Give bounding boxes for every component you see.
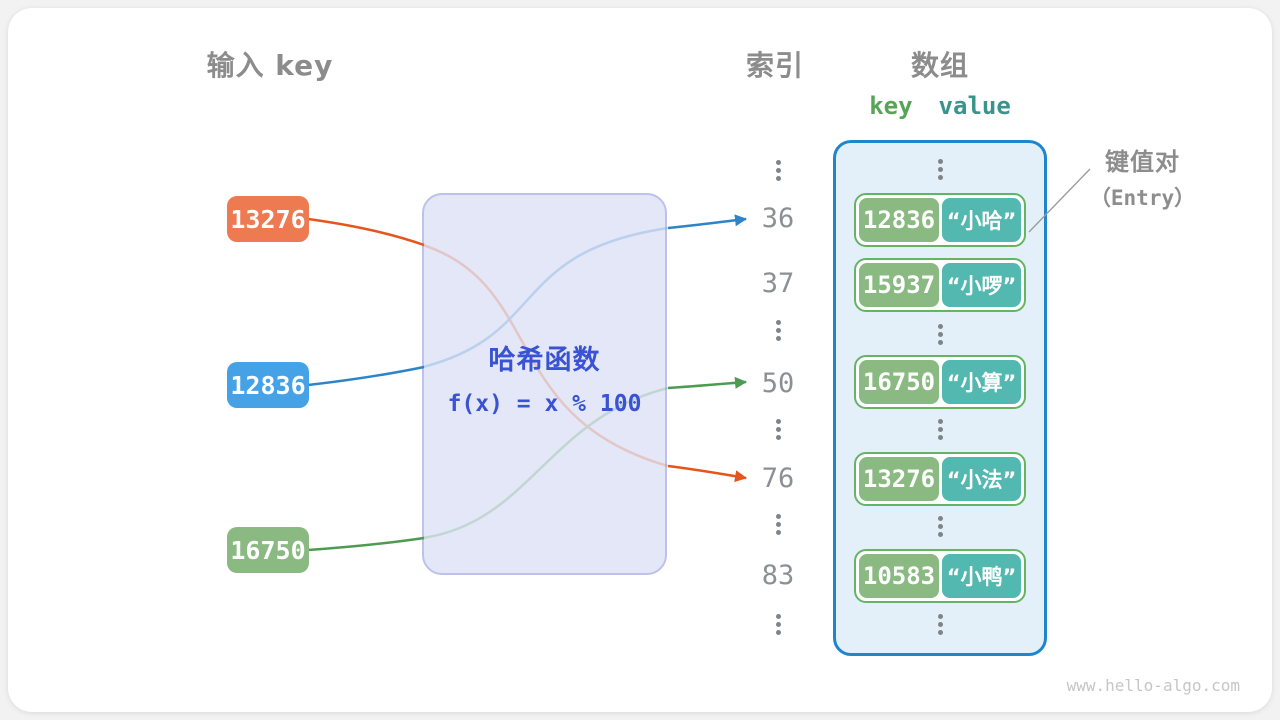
arrow-orange-out xyxy=(667,464,747,483)
index-cell: 50 xyxy=(761,368,795,399)
arrow-orange-in xyxy=(307,217,425,247)
hash-function-text: 哈希函数 f(x) = x % 100 xyxy=(422,338,667,417)
entry-row: 16750 “小算” xyxy=(854,355,1026,409)
index-cell: 37 xyxy=(761,268,795,299)
index-cell: 36 xyxy=(761,203,795,234)
input-key-node: 13276 xyxy=(227,196,309,242)
entry-key: 15937 xyxy=(859,263,939,307)
index-cell: 76 xyxy=(761,463,795,494)
watermark: www.hello-algo.com xyxy=(1066,676,1240,695)
input-key-heading: 输入 key xyxy=(206,49,334,82)
hash-function-box xyxy=(422,193,667,575)
vertical-ellipsis-icon xyxy=(912,324,968,345)
entry-annotation: 键值对 （Entry） xyxy=(1060,142,1225,212)
array-columns-header: key value xyxy=(833,92,1047,120)
input-segments xyxy=(307,217,425,552)
vertical-ellipsis-icon xyxy=(750,514,806,535)
entry-row: 15937 “小啰” xyxy=(854,258,1026,312)
vertical-ellipsis-icon xyxy=(912,159,968,180)
entry-annotation-subtitle: （Entry） xyxy=(1089,186,1196,210)
entry-value: “小算” xyxy=(942,360,1021,404)
entry-key: 16750 xyxy=(859,360,939,404)
entry-row: 12836 “小哈” xyxy=(854,193,1026,247)
vertical-ellipsis-icon xyxy=(912,516,968,537)
hash-function-formula: f(x) = x % 100 xyxy=(447,391,642,417)
arrow-blue-out xyxy=(667,214,747,230)
input-key-node: 16750 xyxy=(227,527,309,573)
output-segments xyxy=(667,214,747,483)
vertical-ellipsis-icon xyxy=(912,419,968,440)
annotation-connector-line xyxy=(1028,168,1091,233)
entry-key: 10583 xyxy=(859,554,939,598)
vertical-ellipsis-icon xyxy=(750,160,806,181)
arrow-green-in xyxy=(307,536,425,552)
index-heading: 索引 xyxy=(745,49,804,82)
key-column-label: key xyxy=(869,92,913,120)
input-key-node: 12836 xyxy=(227,362,309,408)
array-heading: 数组 xyxy=(910,49,969,82)
entry-value: “小法” xyxy=(942,457,1021,501)
entry-key: 12836 xyxy=(859,198,939,242)
entry-value: “小哈” xyxy=(942,198,1021,242)
entry-key: 13276 xyxy=(859,457,939,501)
entry-row: 13276 “小法” xyxy=(854,452,1026,506)
hash-function-title: 哈希函数 xyxy=(488,345,601,376)
entry-value: “小啰” xyxy=(942,263,1021,307)
index-cell: 83 xyxy=(761,560,795,591)
value-column-label: value xyxy=(938,92,1011,120)
arrow-green-out xyxy=(667,376,747,390)
vertical-ellipsis-icon xyxy=(750,419,806,440)
arrow-blue-in xyxy=(307,365,425,387)
vertical-ellipsis-icon xyxy=(750,320,806,341)
entry-value: “小鸭” xyxy=(942,554,1021,598)
hash-internal-curves xyxy=(422,226,669,540)
vertical-ellipsis-icon xyxy=(912,614,968,635)
entry-row: 10583 “小鸭” xyxy=(854,549,1026,603)
vertical-ellipsis-icon xyxy=(750,614,806,635)
entry-annotation-title: 键值对 xyxy=(1105,148,1180,176)
